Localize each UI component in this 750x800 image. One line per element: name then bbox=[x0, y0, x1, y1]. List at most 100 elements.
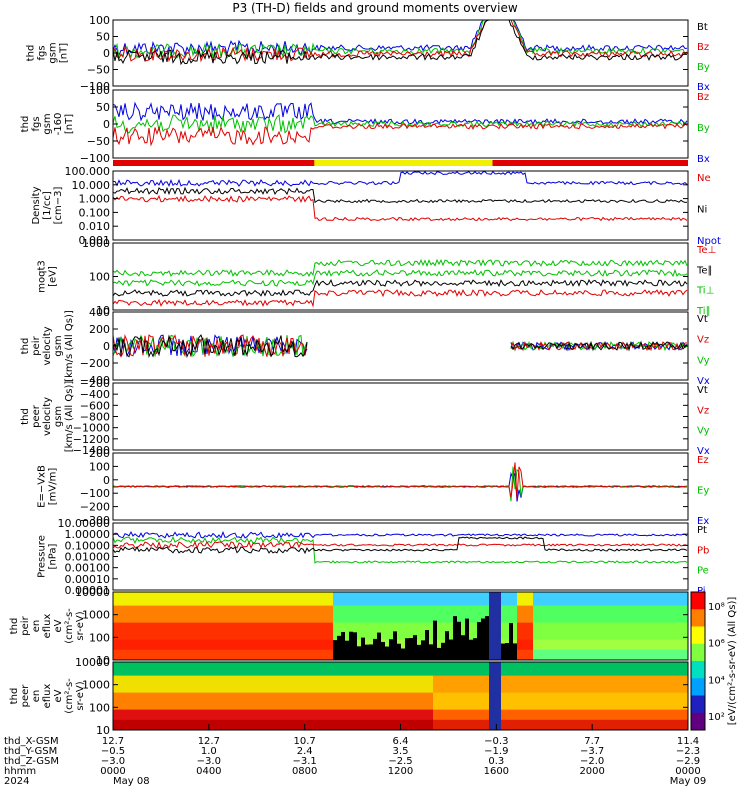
y-tick-label: −50 bbox=[87, 64, 110, 77]
y-tick-label: 400 bbox=[89, 306, 110, 319]
panel-peir_en: 10000 1000 100 10 thdpeirenefluxeV(cm²-s-sr-… bbox=[9, 586, 689, 667]
panel-frame bbox=[112, 382, 689, 451]
legend-Bt: Bt bbox=[697, 22, 708, 33]
y-axis-label-line: sr-eV) bbox=[75, 681, 86, 710]
x-date-end: May 09 bbox=[670, 776, 707, 787]
panel-peir_vel-data bbox=[113, 333, 688, 359]
panel-pressure-data bbox=[113, 530, 688, 564]
y-tick-label: 200 bbox=[89, 447, 110, 460]
y-axis-label-line: (cm²-s- bbox=[64, 678, 75, 714]
x-tick-label: 1.0 bbox=[201, 746, 217, 757]
y-axis-label: thdpeerenefluxeV(cm²-s-sr-eV) bbox=[9, 678, 86, 714]
y-tick-label: −400 bbox=[80, 374, 110, 387]
y-axis-label-line: -160 bbox=[53, 113, 64, 136]
colorbar-segment bbox=[691, 678, 705, 696]
y-tick-label: −50 bbox=[87, 135, 110, 148]
y-axis-label-line: thd bbox=[20, 116, 31, 133]
y-axis-label-line: [1/cc] bbox=[42, 191, 53, 220]
x-tick-label: −0.5 bbox=[101, 746, 125, 757]
legend-By: By bbox=[697, 123, 710, 134]
y-tick-label: −200 bbox=[80, 501, 110, 514]
legend-Bx: Bx bbox=[697, 82, 710, 93]
x-tick-label: −2.5 bbox=[388, 756, 412, 767]
y-axis-label-line: peer bbox=[31, 404, 42, 428]
series-pressure-Pe bbox=[113, 536, 688, 564]
x-tick-label: −1.9 bbox=[484, 746, 508, 757]
y-tick-label: 50 bbox=[96, 101, 110, 114]
colorbar-tick: 10⁶ bbox=[708, 639, 725, 650]
legend-Pb: Pb bbox=[697, 545, 709, 556]
x-tick-label: −3.1 bbox=[293, 756, 317, 767]
y-tick-label: −600 bbox=[80, 399, 110, 412]
y-axis-label-line: Density bbox=[31, 186, 42, 224]
series-pressure-Pb bbox=[113, 540, 688, 550]
y-tick-label: 1000 bbox=[82, 609, 110, 622]
colorbar-segment bbox=[691, 643, 705, 662]
legend-Bx: Bx bbox=[697, 154, 710, 165]
y-axis-label-line: velocity bbox=[42, 326, 53, 365]
panel-density: 100.00010.0001.0000.1000.0100.001 Density… bbox=[31, 165, 721, 247]
panel-density-data bbox=[113, 171, 688, 222]
y-axis-label-line: [nT] bbox=[59, 43, 70, 63]
series-density-Ni bbox=[113, 186, 688, 204]
y-tick-label: −100 bbox=[80, 487, 110, 500]
colorbar-tick: 10⁴ bbox=[708, 675, 725, 686]
y-tick-label: 0.010 bbox=[79, 220, 111, 233]
panel-frame bbox=[112, 591, 689, 661]
y-axis-label-line: en bbox=[31, 690, 42, 703]
panel-fgs_clip: 100 50 0 −50 −100 thdfgsgsm-160[nT] Bz By Bx bbox=[20, 84, 710, 165]
x-tick-label: −3.0 bbox=[101, 756, 125, 767]
mode-bar bbox=[113, 160, 688, 166]
legend-Vt: Vt bbox=[697, 314, 708, 325]
x-date-start: May 08 bbox=[113, 776, 150, 787]
colorbar-segment bbox=[691, 661, 705, 679]
colorbar-segment bbox=[691, 609, 705, 627]
y-tick-label: 10.000 bbox=[72, 179, 111, 192]
x-tick-label: −3.7 bbox=[580, 746, 604, 757]
series-fgs_clip-Bz bbox=[113, 122, 687, 147]
y-tick-label: 0.00001 bbox=[65, 584, 111, 597]
y-tick-label: −300 bbox=[80, 514, 110, 527]
y-tick-label: 100 bbox=[89, 701, 110, 714]
panel-pressure: 10.000001.000000.100000.010000.001000.00… bbox=[37, 517, 710, 597]
x-tick-label: 7.7 bbox=[584, 736, 600, 747]
series-peir_vel-Vt bbox=[113, 334, 688, 359]
x-tick-label: −0.3 bbox=[484, 736, 508, 747]
x-tick-label: 3.5 bbox=[393, 746, 409, 757]
y-axis-label-line: eflux bbox=[42, 684, 53, 709]
y-axis-label-line: [nPa] bbox=[48, 543, 59, 569]
y-tick-label: 100 bbox=[89, 84, 110, 97]
y-axis-label-line: velocity bbox=[42, 397, 53, 436]
legend-Bz: Bz bbox=[697, 42, 709, 53]
x-tick-label: −3.0 bbox=[197, 756, 221, 767]
x-tick-label: 12.7 bbox=[198, 736, 220, 747]
series-fgs-Bz bbox=[113, 20, 688, 63]
x-tick-label: −2.3 bbox=[676, 746, 700, 757]
y-axis-label-line: thd bbox=[26, 45, 37, 62]
x-tick-label: 12.7 bbox=[102, 736, 124, 747]
x-row-label: thd_Z-GSM bbox=[4, 756, 59, 767]
y-tick-label: 1.000 bbox=[79, 193, 111, 206]
series-efield-Ex bbox=[113, 471, 688, 502]
series-fgs_clip-Bx bbox=[113, 101, 688, 126]
y-tick-label: −1200 bbox=[73, 433, 110, 446]
series-temps-Te⊥ bbox=[113, 289, 688, 308]
y-axis-label-line: peir bbox=[31, 335, 42, 355]
y-tick-label: 50 bbox=[96, 31, 110, 44]
legend-Ex: Ex bbox=[697, 516, 709, 527]
y-tick-label: 100.000 bbox=[65, 165, 111, 178]
legend-Ni: Ni bbox=[697, 205, 707, 216]
panel-frame bbox=[112, 242, 689, 311]
panel-fgs: 100 50 0 −50 −100 thdfgsgsm[nT] Bt Bz By Bx bbox=[26, 14, 710, 93]
y-tick-label: 100 bbox=[89, 460, 110, 473]
series-temps-Ti∥ bbox=[113, 258, 688, 278]
series-temps-Te∥ bbox=[113, 279, 688, 297]
y-axis-label-line: (cm²-s- bbox=[64, 608, 75, 644]
x-tick-label: 6.4 bbox=[393, 736, 409, 747]
y-axis-label-line: fgs bbox=[31, 116, 42, 131]
y-axis-label: thdfgsgsm-160[nT] bbox=[20, 113, 75, 136]
y-tick-label: 1.00000 bbox=[65, 528, 111, 541]
legend-Vz: Vz bbox=[697, 405, 709, 416]
y-tick-label: 200 bbox=[89, 323, 110, 336]
